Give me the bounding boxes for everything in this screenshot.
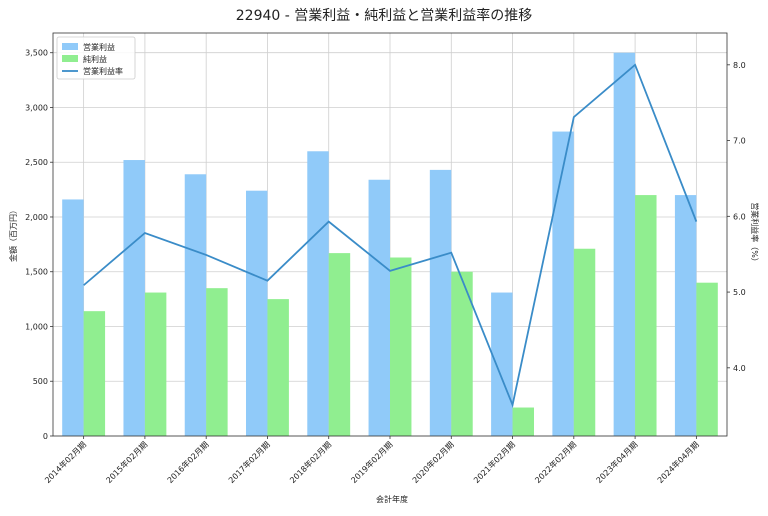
x-tick-label: 2021年02月期 (471, 439, 517, 485)
y2-tick-label: 5.0 (733, 288, 746, 297)
x-tick-label: 2020年02月期 (410, 439, 456, 485)
y2-axis-label: 営業利益率（%） (750, 202, 760, 266)
y-tick-label: 1,000 (25, 322, 48, 331)
x-tick-label: 2015年02月期 (104, 439, 150, 485)
net-profit-bar (513, 408, 534, 436)
operating-profit-bar (491, 293, 512, 436)
y2-tick-label: 8.0 (733, 61, 746, 70)
x-tick-label: 2014年02月期 (42, 439, 88, 485)
x-tick-label: 2019年02月期 (349, 439, 395, 485)
operating-profit-bar (675, 195, 696, 436)
net-profit-bar (574, 249, 595, 436)
net-profit-bar (329, 253, 350, 436)
x-tick-label: 2018年02月期 (287, 439, 333, 485)
x-tick-label: 2024年04月期 (655, 439, 701, 485)
legend-label: 営業利益 (83, 42, 115, 52)
net-profit-bar (390, 257, 411, 436)
y-tick-label: 2,500 (25, 158, 48, 167)
y-axis-label: 金額（百万円） (8, 206, 18, 262)
operating-profit-bar (246, 191, 267, 436)
operating-profit-bar (614, 53, 635, 436)
operating-profit-bar (123, 160, 144, 436)
legend-label: 営業利益率 (83, 66, 123, 76)
net-profit-bar (696, 283, 717, 436)
operating-profit-bar (430, 170, 451, 436)
x-tick-label: 2016年02月期 (165, 439, 211, 485)
operating-profit-bar (185, 174, 206, 436)
net-profit-bar (206, 288, 227, 436)
y-tick-label: 0 (43, 432, 48, 441)
legend-swatch (62, 43, 78, 50)
operating-profit-bar (62, 199, 83, 436)
y-tick-label: 3,000 (25, 103, 48, 112)
net-profit-bar (635, 195, 656, 436)
y2-tick-label: 6.0 (733, 212, 746, 221)
x-axis-label: 会計年度 (376, 494, 408, 504)
operating-profit-bar (307, 151, 328, 436)
y-tick-label: 500 (33, 377, 48, 386)
net-profit-bar (267, 299, 288, 436)
chart-title: 22940 - 営業利益・純利益と営業利益率の推移 (236, 7, 533, 24)
net-profit-bar (145, 293, 166, 436)
y2-tick-label: 4.0 (733, 364, 746, 373)
net-profit-bar (84, 311, 105, 436)
x-tick-label: 2023年04月期 (594, 439, 640, 485)
x-tick-label: 2022年02月期 (533, 439, 579, 485)
operating-profit-bar (552, 132, 573, 436)
x-tick-label: 2017年02月期 (226, 439, 272, 485)
operating-profit-bar (369, 180, 390, 436)
legend-swatch (62, 55, 78, 62)
y2-tick-label: 7.0 (733, 137, 746, 146)
y-tick-label: 2,000 (25, 213, 48, 222)
legend-label: 純利益 (83, 54, 107, 64)
y-tick-label: 1,500 (25, 268, 48, 277)
y-tick-label: 3,500 (25, 49, 48, 58)
